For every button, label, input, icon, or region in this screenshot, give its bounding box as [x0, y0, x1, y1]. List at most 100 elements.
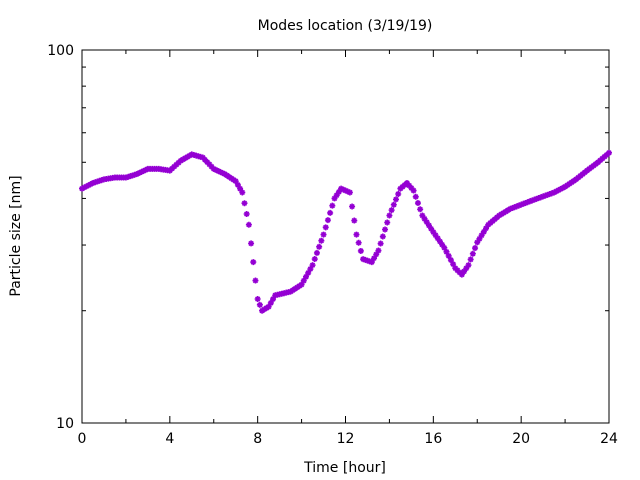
point-marker: [212, 166, 219, 173]
point-marker: [252, 277, 259, 284]
point-marker: [476, 235, 483, 242]
point-marker: [373, 251, 380, 258]
data-point: [476, 235, 483, 242]
data-point: [338, 185, 345, 192]
data-point: [353, 231, 360, 238]
point-marker: [509, 205, 516, 212]
x-tick-label: 8: [253, 431, 262, 447]
data-point: [357, 247, 364, 254]
data-point: [136, 170, 143, 177]
data-point: [483, 225, 490, 232]
data-point: [430, 229, 437, 236]
data-point: [344, 188, 351, 195]
data-point: [395, 190, 402, 197]
point-marker: [270, 296, 277, 303]
data-point: [215, 167, 222, 174]
data-point: [377, 240, 384, 247]
point-marker: [515, 202, 522, 209]
point-marker: [384, 219, 391, 226]
point-marker: [355, 239, 362, 246]
data-point: [436, 238, 443, 245]
data-point: [368, 259, 375, 266]
data-point: [320, 231, 327, 238]
point-marker: [346, 189, 353, 196]
point-marker: [469, 250, 476, 257]
chart-title: Modes location (3/19/19): [258, 18, 433, 34]
point-marker: [206, 161, 213, 168]
point-marker: [436, 238, 443, 245]
point-marker: [327, 209, 334, 216]
point-marker: [478, 232, 485, 239]
data-point: [526, 198, 533, 205]
data-point: [403, 179, 410, 186]
data-point: [140, 167, 147, 174]
point-marker: [382, 226, 389, 233]
point-marker: [412, 193, 419, 200]
point-marker: [533, 195, 540, 202]
data-point: [331, 195, 338, 202]
point-marker: [248, 240, 255, 247]
data-point: [316, 243, 323, 250]
data-point: [423, 219, 430, 226]
point-marker: [324, 217, 331, 224]
data-point: [219, 170, 226, 177]
point-marker: [408, 185, 415, 192]
point-marker: [353, 231, 360, 238]
data-point: [450, 261, 457, 268]
point-marker: [388, 207, 395, 214]
data-point: [243, 210, 250, 217]
data-point: [252, 277, 259, 284]
point-marker: [531, 196, 538, 203]
data-point: [248, 240, 255, 247]
data-point: [322, 224, 329, 231]
x-axis: 0 4 8 12 16 20 24: [78, 50, 618, 447]
point-marker: [136, 170, 143, 177]
data-point: [232, 178, 239, 185]
point-marker: [368, 259, 375, 266]
data-point: [511, 204, 518, 211]
point-marker: [241, 200, 248, 207]
point-marker: [204, 159, 211, 166]
point-marker: [237, 185, 244, 192]
data-point: [239, 189, 246, 196]
data-point: [507, 205, 514, 212]
x-axis-title: Time [hour]: [303, 460, 386, 476]
data-point: [419, 212, 426, 219]
data-point: [318, 237, 325, 244]
x-tick-label: 20: [512, 431, 530, 447]
data-point: [340, 186, 347, 193]
data-point: [199, 154, 206, 161]
data-point: [237, 185, 244, 192]
point-marker: [318, 237, 325, 244]
point-marker: [443, 248, 450, 255]
data-point: [445, 252, 452, 259]
data-point: [472, 245, 479, 252]
data-point: [509, 205, 516, 212]
data-point: [456, 269, 463, 276]
point-marker: [456, 269, 463, 276]
data-point: [537, 194, 544, 201]
point-marker: [357, 247, 364, 254]
data-point: [469, 250, 476, 257]
point-marker: [320, 231, 327, 238]
point-marker: [452, 265, 459, 272]
data-point: [447, 257, 454, 264]
point-marker: [410, 187, 417, 194]
point-marker: [458, 271, 465, 278]
data-point: [480, 228, 487, 235]
point-marker: [474, 239, 481, 246]
data-point: [417, 206, 424, 213]
data-point: [533, 195, 540, 202]
point-marker: [329, 202, 336, 209]
y-axis-title: Particle size [nm]: [8, 175, 24, 296]
y-tick-label: 100: [47, 43, 74, 59]
data-point: [217, 168, 224, 175]
point-marker: [526, 198, 533, 205]
data-point: [142, 166, 149, 173]
data-point: [467, 256, 474, 263]
point-marker: [463, 265, 470, 272]
data-point: [324, 217, 331, 224]
data-point: [432, 232, 439, 239]
data-point: [349, 203, 356, 210]
